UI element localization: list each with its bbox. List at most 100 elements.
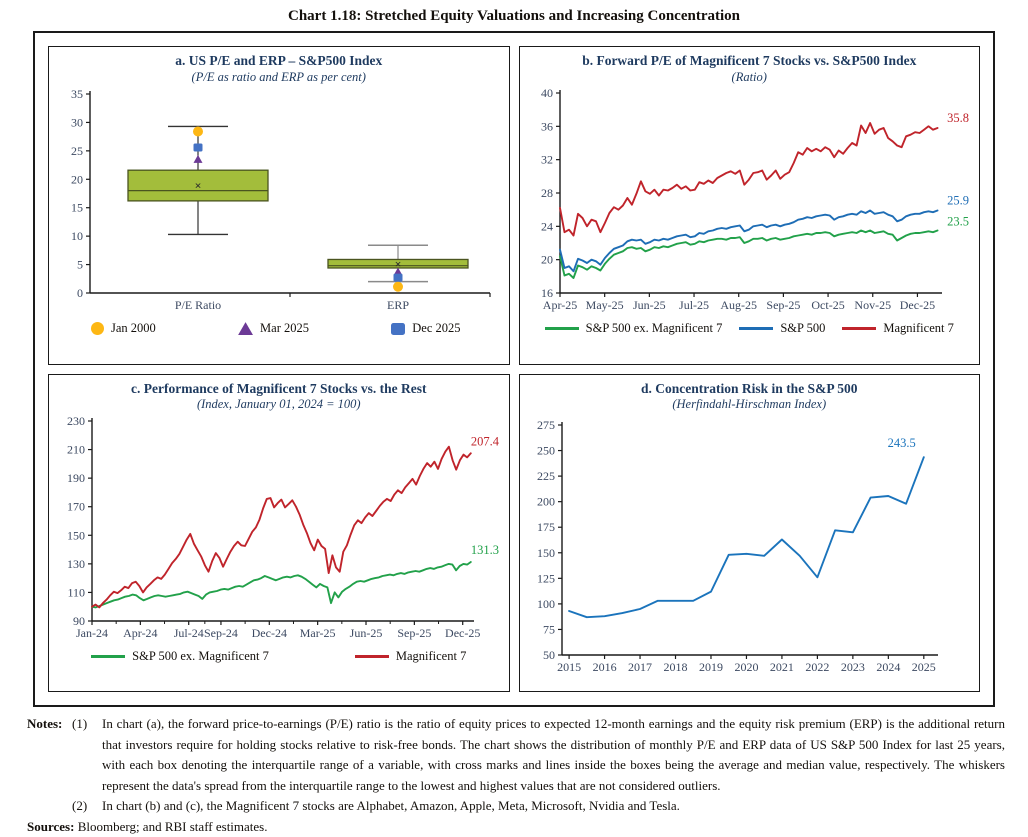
svg-text:125: 125 (537, 571, 555, 585)
note-2: (2) In chart (b) and (c), the Magnificen… (27, 796, 1005, 817)
panel-a-title: a. US P/E and ERP – S&P500 Index (175, 53, 383, 68)
note-1-text: In chart (a), the forward price-to-earni… (102, 716, 1005, 793)
notes: Notes: (1) In chart (a), the forward pri… (27, 714, 1005, 837)
legend-label: Mar 2025 (260, 321, 309, 336)
svg-text:May-25: May-25 (586, 298, 624, 312)
panel-c: c. Performance of Magnificent 7 Stocks v… (48, 373, 510, 692)
svg-text:75: 75 (543, 622, 555, 636)
svg-text:Jun-25: Jun-25 (349, 626, 382, 640)
panel-c-subtitle: (Index, January 01, 2024 = 100) (196, 397, 361, 412)
svg-text:×: × (194, 179, 201, 193)
sources-text: Bloomberg; and RBI staff estimates. (77, 818, 268, 834)
legend-item-sp500-ex-mag7: S&P 500 ex. Magnificent 7 (91, 649, 269, 664)
legend-label: S&P 500 ex. Magnificent 7 (585, 321, 723, 336)
line-chart-canvas-d: 50 75 100 125 150 175 200 225 250 275 2015 2016 2017… (537, 418, 939, 674)
svg-text:Apr-25: Apr-25 (543, 298, 577, 312)
svg-text:207.4: 207.4 (471, 434, 500, 448)
chart-panel-group: a. US P/E and ERP – S&P500 Index (P/E as… (33, 31, 995, 707)
panel-b-legend: S&P 500 ex. Magnificent 7 S&P 500 Magnif… (526, 321, 974, 336)
svg-text:210: 210 (67, 442, 85, 456)
svg-text:150: 150 (537, 545, 555, 559)
panel-c-legend: S&P 500 ex. Magnificent 7 Magnificent 7 (55, 649, 503, 664)
svg-text:250: 250 (537, 443, 555, 457)
line-chart-canvas-b: 16 20 24 28 32 36 40 Apr-25 May-25 Jun-25 Jul-25 Au… (541, 87, 969, 312)
svg-text:40: 40 (541, 87, 553, 100)
legend-label: Dec 2025 (412, 321, 461, 336)
svg-text:175: 175 (537, 520, 555, 534)
blue-line-swatch (739, 327, 774, 331)
svg-text:2025: 2025 (912, 660, 936, 674)
svg-text:Dec-25: Dec-25 (445, 626, 480, 640)
svg-text:Sep-24: Sep-24 (204, 626, 238, 640)
svg-text:16: 16 (541, 286, 553, 300)
svg-text:Jul-24: Jul-24 (173, 626, 203, 640)
red-line-swatch (842, 327, 877, 331)
svg-text:Mar-25: Mar-25 (300, 626, 336, 640)
svg-text:243.5: 243.5 (888, 436, 916, 450)
red-line-swatch (354, 654, 389, 658)
svg-text:Nov-25: Nov-25 (855, 298, 892, 312)
jan-2000-circle-marker (91, 322, 104, 336)
svg-text:100: 100 (537, 597, 555, 611)
svg-text:130: 130 (67, 557, 85, 571)
svg-text:2018: 2018 (664, 660, 688, 674)
panel-b-title: b. Forward P/E of Magnificent 7 Stocks v… (582, 53, 917, 68)
svg-text:28: 28 (541, 186, 553, 200)
svg-text:P/E Ratio: P/E Ratio (175, 298, 221, 312)
legend-label: S&P 500 ex. Magnificent 7 (132, 648, 269, 663)
panel-d-subtitle: (Herfindahl-Hirschman Index) (672, 397, 827, 412)
svg-text:Jan-24: Jan-24 (76, 626, 108, 640)
svg-text:10: 10 (71, 229, 83, 243)
svg-text:2024: 2024 (877, 660, 901, 674)
legend-item-mar-2025: Mar 2025 (238, 321, 309, 336)
svg-text:230: 230 (67, 415, 85, 428)
svg-text:35.8: 35.8 (947, 111, 969, 125)
legend-label: S&P 500 (780, 321, 826, 336)
svg-text:24: 24 (541, 220, 553, 234)
svg-text:110: 110 (67, 585, 85, 599)
line-chart-canvas-c: 90 110 130 150 170 190 210 230 Jan-24 Apr-24 Jul-2… (67, 415, 500, 640)
sources-label: Sources: (27, 818, 75, 834)
panel-a-subtitle: (P/E as ratio and ERP as per cent) (191, 69, 366, 84)
svg-text:25: 25 (71, 144, 83, 158)
svg-text:0: 0 (77, 286, 83, 300)
svg-text:23.5: 23.5 (947, 215, 969, 229)
svg-text:2020: 2020 (735, 660, 759, 674)
svg-text:2015: 2015 (557, 660, 581, 674)
svg-text:Apr-24: Apr-24 (123, 626, 157, 640)
note-1: Notes: (1) In chart (a), the forward pri… (27, 714, 1005, 796)
svg-text:×: × (394, 257, 401, 271)
legend-label: Jan 2000 (111, 321, 156, 336)
legend-item-jan-2000: Jan 2000 (91, 321, 156, 336)
svg-text:Dec-24: Dec-24 (251, 626, 286, 640)
green-line-swatch (544, 327, 579, 331)
svg-text:170: 170 (67, 499, 85, 513)
green-line-swatch (91, 654, 126, 658)
svg-text:131.3: 131.3 (471, 543, 499, 557)
svg-text:25.9: 25.9 (947, 194, 969, 208)
legend-label: Magnificent 7 (395, 648, 467, 663)
svg-text:150: 150 (67, 528, 85, 542)
svg-text:30: 30 (71, 116, 83, 130)
svg-text:2022: 2022 (806, 660, 830, 674)
svg-text:Oct-25: Oct-25 (812, 298, 845, 312)
svg-text:90: 90 (73, 614, 85, 628)
dec-2025-square-marker (391, 322, 406, 335)
legend-item-mag7: Magnificent 7 (842, 321, 954, 336)
note-2-number: (2) (72, 798, 88, 814)
svg-text:2016: 2016 (593, 660, 617, 674)
svg-text:2023: 2023 (841, 660, 865, 674)
notes-label: Notes: (27, 716, 63, 731)
svg-text:20: 20 (71, 172, 83, 186)
svg-text:Sep-25: Sep-25 (397, 626, 431, 640)
svg-text:32: 32 (541, 153, 553, 167)
svg-text:35: 35 (71, 87, 83, 101)
svg-text:50: 50 (543, 648, 555, 662)
legend-label: Magnificent 7 (883, 321, 954, 336)
svg-text:5: 5 (77, 258, 83, 272)
panel-b: b. Forward P/E of Magnificent 7 Stocks v… (518, 46, 980, 365)
legend-item-mag7: Magnificent 7 (354, 648, 467, 664)
svg-text:ERP: ERP (387, 298, 409, 312)
legend-item-dec-2025: Dec 2025 (391, 321, 461, 336)
svg-text:190: 190 (67, 471, 85, 485)
